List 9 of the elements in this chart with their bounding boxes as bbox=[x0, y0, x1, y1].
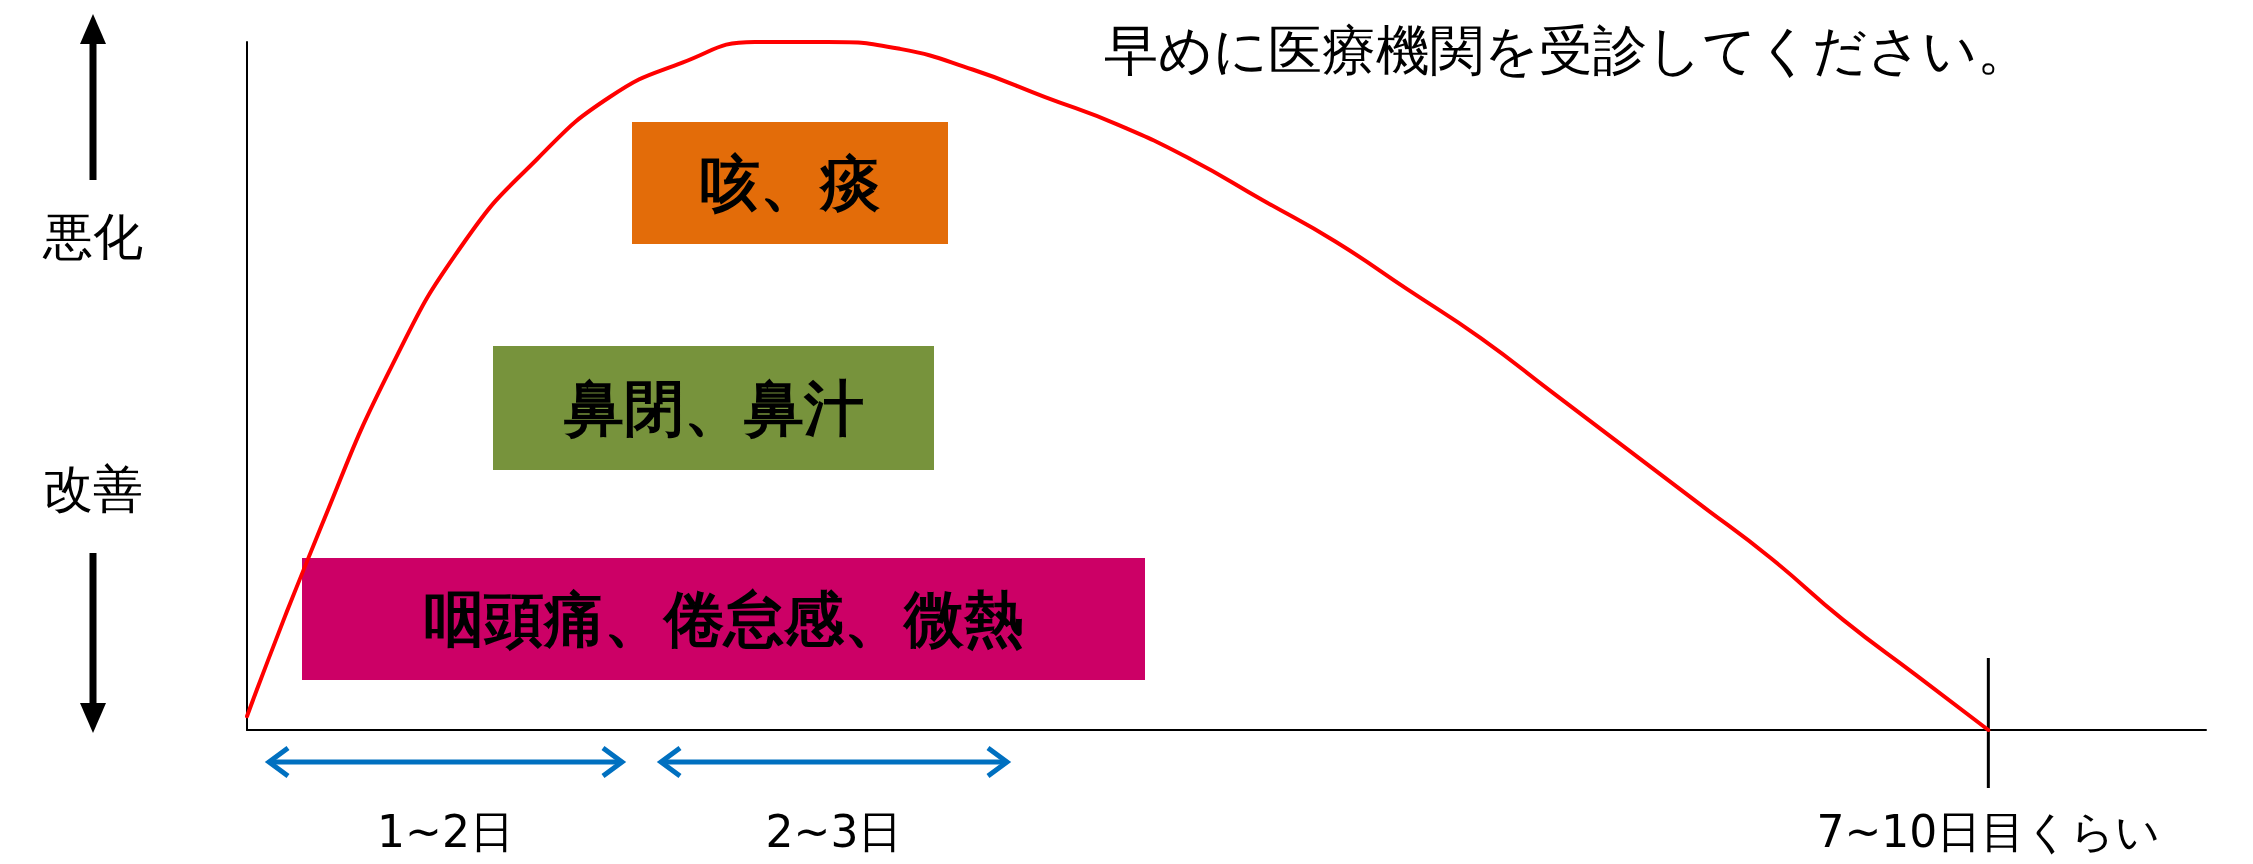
text: 改善 bbox=[43, 460, 143, 518]
annotation: 咽頭痛、倦怠感、微熱 bbox=[423, 584, 1024, 654]
chart-title: 早めに医療機関を受診してください。 bbox=[1104, 18, 2031, 82]
annotation: 咳、痰 bbox=[700, 148, 880, 218]
annotation: 鼻閉、鼻汁 bbox=[563, 373, 864, 443]
text: 2~3日 bbox=[765, 805, 903, 857]
text: 悪化 bbox=[42, 208, 143, 266]
text: 7~10日目くらい bbox=[1816, 805, 2161, 857]
text: 1~2日 bbox=[377, 805, 514, 857]
